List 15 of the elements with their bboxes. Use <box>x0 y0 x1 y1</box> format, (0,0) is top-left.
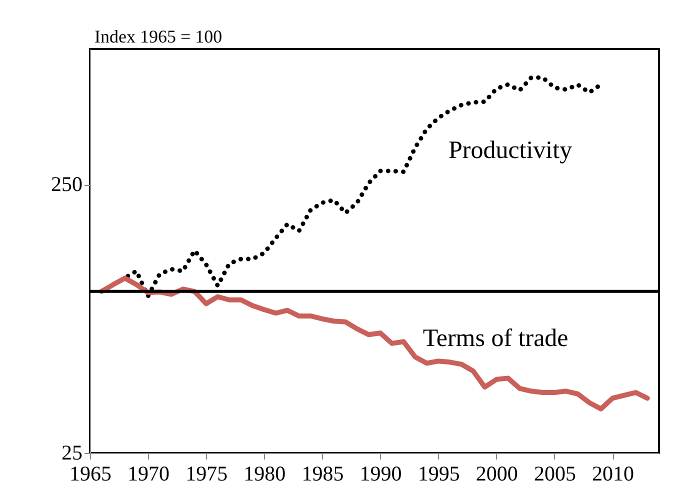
x-tick-label: 1985 <box>302 462 344 486</box>
x-tick-label: 2010 <box>592 462 634 486</box>
x-tick-label: 1990 <box>360 462 402 486</box>
x-tick-label: 2000 <box>476 462 518 486</box>
x-tick-label: 1980 <box>244 462 286 486</box>
y-tick-label: 250 <box>51 172 82 196</box>
x-tick-label: 1970 <box>128 462 170 486</box>
y-axis-title: Index 1965 = 100 <box>94 26 222 46</box>
series-label: Productivity <box>448 137 573 164</box>
series-label: Terms of trade <box>422 324 568 352</box>
y-tick-label: 25 <box>62 440 82 464</box>
x-tick-label: 1995 <box>418 462 460 486</box>
x-tick-label: 1975 <box>186 462 228 486</box>
x-tick-label: 1965 <box>70 462 112 486</box>
x-tick-label: 2005 <box>534 462 576 486</box>
